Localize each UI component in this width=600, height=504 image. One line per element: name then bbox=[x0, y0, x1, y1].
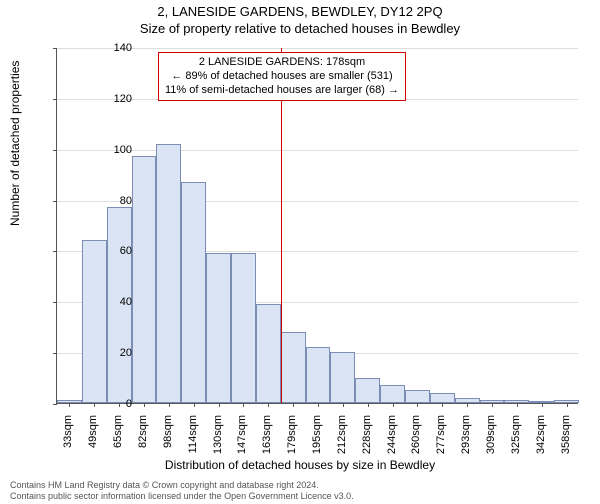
y-tick-mark bbox=[53, 404, 57, 405]
x-tick-mark bbox=[169, 403, 170, 407]
x-tick-label: 342sqm bbox=[535, 415, 547, 465]
annotation-line: 11% of semi-detached houses are larger (… bbox=[165, 84, 399, 98]
x-tick-label: 228sqm bbox=[361, 415, 373, 465]
x-tick-label: 49sqm bbox=[87, 415, 99, 465]
y-tick-label: 140 bbox=[72, 42, 132, 54]
x-tick-label: 293sqm bbox=[460, 415, 472, 465]
histogram-bar bbox=[380, 385, 405, 403]
footer-line: Contains HM Land Registry data © Crown c… bbox=[10, 480, 354, 491]
histogram-bar bbox=[355, 378, 380, 403]
x-tick-label: 195sqm bbox=[311, 415, 323, 465]
annotation-line: ← 89% of detached houses are smaller (53… bbox=[165, 70, 399, 84]
gridline bbox=[57, 48, 578, 49]
chart-title-main: 2, LANESIDE GARDENS, BEWDLEY, DY12 2PQ bbox=[0, 4, 600, 19]
x-tick-mark bbox=[318, 403, 319, 407]
y-tick-mark bbox=[53, 251, 57, 252]
x-tick-label: 163sqm bbox=[261, 415, 273, 465]
footer-attribution: Contains HM Land Registry data © Crown c… bbox=[10, 480, 354, 502]
y-tick-label: 80 bbox=[72, 195, 132, 207]
y-tick-mark bbox=[53, 99, 57, 100]
x-tick-label: 82sqm bbox=[137, 415, 149, 465]
x-tick-label: 244sqm bbox=[386, 415, 398, 465]
y-tick-label: 100 bbox=[72, 144, 132, 156]
x-tick-mark bbox=[442, 403, 443, 407]
y-tick-label: 120 bbox=[72, 93, 132, 105]
histogram-bar bbox=[281, 332, 306, 403]
chart-area bbox=[56, 48, 578, 404]
x-tick-mark bbox=[517, 403, 518, 407]
annotation-line: 2 LANESIDE GARDENS: 178sqm bbox=[165, 56, 399, 70]
x-tick-label: 179sqm bbox=[286, 415, 298, 465]
histogram-bar bbox=[405, 390, 430, 403]
x-tick-mark bbox=[194, 403, 195, 407]
histogram-bar bbox=[231, 253, 256, 403]
x-tick-mark bbox=[417, 403, 418, 407]
y-tick-label: 0 bbox=[72, 398, 132, 410]
y-tick-mark bbox=[53, 150, 57, 151]
x-tick-mark bbox=[144, 403, 145, 407]
y-tick-mark bbox=[53, 353, 57, 354]
y-tick-mark bbox=[53, 302, 57, 303]
x-tick-mark bbox=[542, 403, 543, 407]
histogram-bar bbox=[181, 182, 206, 403]
x-tick-mark bbox=[243, 403, 244, 407]
x-tick-mark bbox=[219, 403, 220, 407]
chart-title-sub: Size of property relative to detached ho… bbox=[0, 21, 600, 36]
x-tick-label: 130sqm bbox=[212, 415, 224, 465]
y-axis-label: Number of detached properties bbox=[8, 61, 22, 226]
x-tick-label: 325sqm bbox=[510, 415, 522, 465]
y-tick-mark bbox=[53, 201, 57, 202]
histogram-bar bbox=[206, 253, 231, 403]
annotation-box: 2 LANESIDE GARDENS: 178sqm← 89% of detac… bbox=[158, 52, 406, 101]
y-tick-mark bbox=[53, 48, 57, 49]
y-tick-label: 60 bbox=[72, 245, 132, 257]
x-tick-label: 147sqm bbox=[236, 415, 248, 465]
x-tick-mark bbox=[567, 403, 568, 407]
histogram-bar bbox=[132, 156, 157, 403]
x-tick-label: 260sqm bbox=[410, 415, 422, 465]
histogram-bar bbox=[82, 240, 107, 403]
x-tick-label: 65sqm bbox=[112, 415, 124, 465]
histogram-bar bbox=[156, 144, 181, 403]
x-tick-label: 309sqm bbox=[485, 415, 497, 465]
highlight-line bbox=[281, 48, 282, 403]
y-tick-label: 40 bbox=[72, 296, 132, 308]
gridline bbox=[57, 150, 578, 151]
x-tick-label: 98sqm bbox=[162, 415, 174, 465]
x-tick-mark bbox=[492, 403, 493, 407]
x-tick-mark bbox=[293, 403, 294, 407]
histogram-bar bbox=[256, 304, 281, 403]
x-tick-mark bbox=[368, 403, 369, 407]
histogram-bar bbox=[430, 393, 455, 403]
histogram-bar bbox=[330, 352, 355, 403]
x-tick-mark bbox=[393, 403, 394, 407]
x-tick-label: 277sqm bbox=[435, 415, 447, 465]
x-tick-label: 358sqm bbox=[560, 415, 572, 465]
x-tick-mark bbox=[268, 403, 269, 407]
y-tick-label: 20 bbox=[72, 347, 132, 359]
x-tick-label: 114sqm bbox=[187, 415, 199, 465]
plot-region bbox=[56, 48, 578, 404]
x-tick-label: 212sqm bbox=[336, 415, 348, 465]
x-tick-mark bbox=[69, 403, 70, 407]
footer-line: Contains public sector information licen… bbox=[10, 491, 354, 502]
x-tick-mark bbox=[467, 403, 468, 407]
x-tick-label: 33sqm bbox=[62, 415, 74, 465]
histogram-bar bbox=[306, 347, 331, 403]
x-tick-mark bbox=[343, 403, 344, 407]
